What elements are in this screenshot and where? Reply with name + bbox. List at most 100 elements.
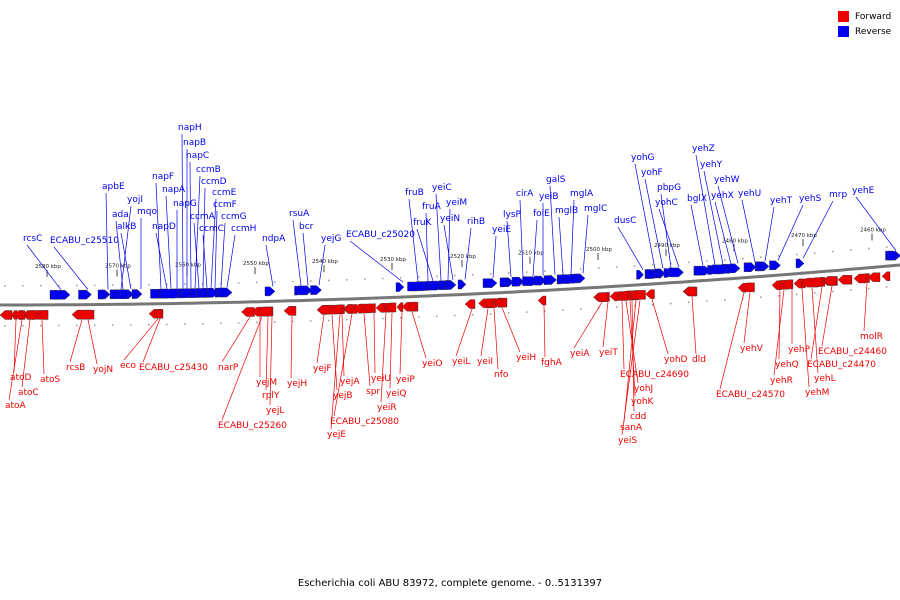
forward-gene-arrow [375,303,385,313]
forward-gene-leader [41,319,45,375]
forward-gene-label: ECABU_c25430 [139,363,208,373]
reverse-gene-arrow [415,281,429,291]
forward-gene-label: yehM [805,388,829,398]
lower-guide-dot [544,310,546,312]
reverse-gene-label: fruK [413,218,433,228]
reverse-gene-leader [210,198,217,288]
upper-guide-dot [364,278,366,280]
reverse-gene-leader [717,185,739,264]
forward-gene-label: yeiS [618,436,637,446]
reverse-gene-arrow [743,262,757,272]
forward-gene-leader [8,319,23,401]
upper-guide-dot [724,259,726,261]
upper-guide-dot [490,273,492,275]
forward-gene-arrow [283,306,297,316]
reverse-gene-label: ccmG [221,212,247,222]
forward-gene-arrow [385,302,397,313]
reverse-gene-label: yejG [321,234,341,244]
scale-label: 2580 kbp [35,264,61,270]
reverse-gene-leader [105,192,109,290]
scale-label: 2510 kbp [518,251,544,257]
reverse-gene-label: mglC [584,204,607,214]
reverse-gene-leader [193,222,200,289]
reverse-gene-arrow [395,282,405,292]
forward-gene-arrow [595,292,609,302]
reverse-gene-arrow [729,263,741,274]
forward-gene-arrow [629,290,637,300]
reverse-gene-label: napG [173,199,197,209]
forward-gene-arrow [741,282,755,293]
forward-gene-arrow [407,301,417,312]
reverse-gene-leader [202,187,206,289]
lower-guide-dot [328,319,330,322]
upper-guide-dot [616,266,618,268]
reverse-gene-arrow [711,264,729,275]
upper-guide-dot [634,265,636,267]
upper-guide-dot [4,284,6,287]
upper-guide-dot [274,281,276,283]
reverse-gene-arrow [645,269,657,279]
scale-label: 2500 kbp [586,247,612,253]
reverse-gene-label: ccmD [201,177,227,187]
reverse-gene-label: dusC [614,216,636,226]
lower-guide-dot [436,315,438,318]
forward-gene-arrow [37,310,49,320]
reverse-gene-label: yehX [711,191,734,201]
upper-guide-dot [760,256,762,258]
genome-caption: Escherichia coli ABU 83972, complete gen… [297,578,603,589]
reverse-gene-label: folE [533,209,550,219]
forward-gene-arrow [537,295,547,306]
forward-gene-label: eco [120,361,136,371]
reverse-gene-leader [532,219,538,277]
forward-gene-leader [265,316,269,391]
upper-guide-dot [382,277,384,280]
reverse-gene-leader [226,234,236,288]
reverse-gene-label: yohG [631,153,655,163]
forward-gene-label: ECABU_c24690 [620,370,689,380]
lower-guide-dot [454,314,456,317]
lower-guide-dot [166,323,168,326]
scale-label: 2490 kbp [654,243,680,249]
reverse-gene-label: mglA [570,189,594,199]
forward-gene-arrow [343,304,353,314]
forward-gene-leader [573,302,603,349]
reverse-gene-leader [570,199,575,275]
forward-gene-label: sanA [620,423,643,433]
forward-gene-leader [501,307,521,353]
lower-guide-dot [796,293,798,296]
forward-gene-leader [330,314,341,430]
legend-reverse-label: Reverse [855,26,892,37]
reverse-gene-arrow [636,270,644,280]
reverse-gene-arrow [131,289,141,299]
forward-gene-leader [331,314,338,391]
forward-gene-leader [221,316,263,421]
reverse-gene-leader [658,208,680,268]
reverse-gene-arrow [795,258,805,269]
forward-gene-leader [863,283,868,332]
scale-label: 2520 kbp [450,254,476,260]
reverse-gene-leader [408,198,419,282]
reverse-swatch [838,26,849,37]
forward-gene-leader [801,288,810,388]
lower-guide-dot [580,308,582,310]
upper-guide-dot [850,249,852,251]
reverse-gene-label: mqo [137,207,157,217]
forward-gene-arrow [771,280,781,290]
forward-gene-leader [602,301,609,348]
forward-gene-leader [87,319,98,365]
forward-gene-label: yejL [266,406,284,416]
reverse-gene-leader [634,163,656,270]
lower-guide-dot [112,324,114,326]
reverse-gene-leader [558,216,564,275]
reverse-gene-leader [549,185,556,275]
reverse-gene-label: yehW [714,175,740,185]
forward-gene-leader [691,296,697,355]
lower-guide-dot [238,322,240,324]
forward-gene-leader [621,299,641,436]
reverse-gene-label: bcr [299,222,314,232]
forward-gene-label: yeiO [422,359,442,369]
lower-guide-dot [778,295,780,297]
upper-guide-dot [688,261,690,264]
forward-gene-leader [13,319,17,373]
forward-gene-label: ECABU_c24570 [716,390,785,400]
